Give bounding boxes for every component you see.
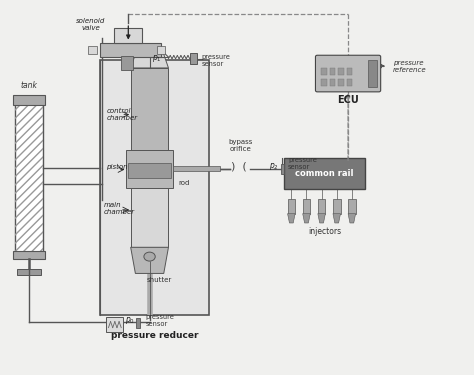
Text: $p_1$: $p_1$ — [152, 53, 161, 64]
Bar — [318, 199, 325, 214]
Bar — [17, 268, 41, 275]
Text: pressure
reference: pressure reference — [393, 60, 427, 73]
Bar — [338, 68, 344, 75]
Bar — [321, 68, 327, 75]
Text: tank: tank — [20, 81, 37, 90]
Text: shutter: shutter — [146, 277, 172, 283]
Bar — [126, 150, 173, 188]
Text: pressure
sensor: pressure sensor — [146, 314, 174, 327]
Polygon shape — [333, 214, 340, 223]
Bar — [284, 158, 365, 189]
Text: ECU: ECU — [337, 95, 359, 105]
Polygon shape — [348, 214, 356, 223]
Text: solenoid
valve: solenoid valve — [76, 18, 105, 32]
Bar — [190, 53, 197, 64]
Text: )  (: ) ( — [231, 162, 247, 172]
Bar — [88, 46, 97, 54]
Bar — [15, 98, 43, 255]
Text: bypass
orifice: bypass orifice — [228, 139, 253, 152]
Text: main
chamber: main chamber — [104, 201, 135, 214]
Bar — [128, 163, 171, 178]
Bar — [329, 79, 335, 86]
Polygon shape — [288, 214, 295, 223]
Bar — [131, 188, 168, 247]
Text: rod: rod — [178, 180, 189, 186]
Bar — [321, 79, 327, 86]
Bar — [346, 79, 352, 86]
Polygon shape — [303, 214, 310, 223]
Text: injectors: injectors — [308, 227, 341, 236]
Text: pressure
sensor: pressure sensor — [288, 157, 317, 170]
Bar — [281, 164, 284, 174]
Bar — [13, 95, 45, 105]
Bar — [13, 251, 45, 259]
Bar — [131, 68, 168, 150]
Bar — [137, 318, 140, 328]
Circle shape — [144, 252, 155, 261]
FancyBboxPatch shape — [316, 55, 381, 92]
Bar — [15, 98, 43, 255]
Bar — [121, 56, 133, 70]
Text: common rail: common rail — [295, 169, 354, 178]
Bar — [100, 60, 209, 315]
Polygon shape — [318, 214, 325, 223]
Bar — [100, 42, 161, 57]
Bar — [348, 199, 356, 214]
Bar — [114, 28, 143, 42]
Bar — [338, 79, 344, 86]
Text: $p_0$: $p_0$ — [126, 315, 136, 326]
Bar — [288, 199, 295, 214]
Bar — [329, 68, 335, 75]
Bar — [346, 68, 352, 75]
Bar — [106, 317, 123, 332]
Text: piston: piston — [106, 164, 128, 170]
Text: $p_2$: $p_2$ — [269, 162, 279, 172]
Polygon shape — [131, 247, 168, 273]
Bar — [368, 60, 377, 87]
Text: pressure reducer: pressure reducer — [110, 331, 198, 340]
Bar — [303, 199, 310, 214]
Bar — [333, 199, 340, 214]
Bar — [173, 166, 220, 171]
Bar — [156, 46, 165, 54]
Text: pressure
sensor: pressure sensor — [201, 54, 230, 67]
Polygon shape — [131, 47, 168, 68]
Text: control
chamber: control chamber — [107, 108, 138, 121]
